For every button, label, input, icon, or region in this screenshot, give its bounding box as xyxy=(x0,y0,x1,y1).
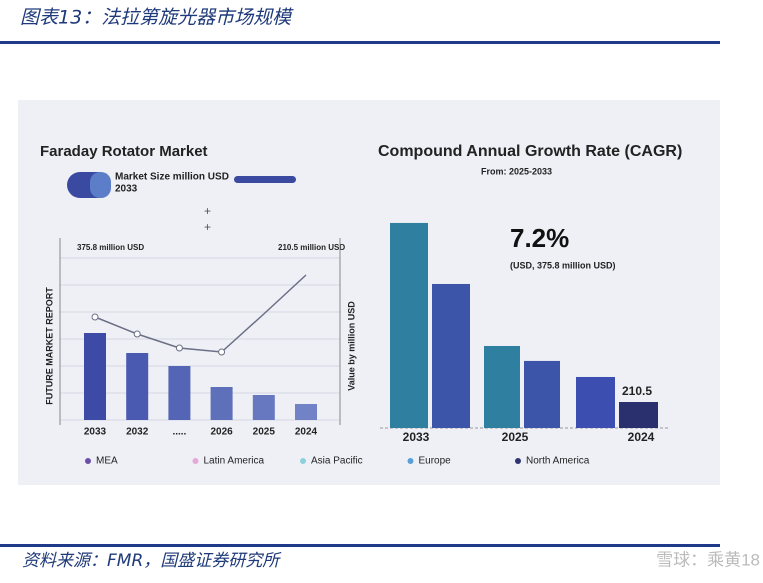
bar xyxy=(168,366,191,420)
pill xyxy=(234,176,296,183)
highlight: 7.2% xyxy=(510,223,569,253)
line xyxy=(94,274,307,353)
legend-swatch xyxy=(300,458,306,464)
legend-swatch xyxy=(85,458,91,464)
bar xyxy=(619,402,658,428)
x-tick-label: 2025 xyxy=(253,427,276,438)
x-tick-label: ..... xyxy=(172,427,186,438)
bar xyxy=(524,360,560,428)
right-subtitle: From: 2025-2033 xyxy=(481,166,552,176)
legend-label: MEA xyxy=(96,456,118,467)
x-tick-label: 2024 xyxy=(628,430,655,444)
bar xyxy=(126,353,149,420)
legend-swatch xyxy=(407,458,414,464)
icon: + xyxy=(204,220,211,234)
header-rule xyxy=(0,41,720,44)
left-subtitle: Market Size million USD xyxy=(115,172,229,183)
legend-label: North America xyxy=(526,456,590,467)
y2-axis-label: Value by million USD xyxy=(346,301,356,391)
legend-label: Asia Pacific xyxy=(311,456,363,467)
right-title: Compound Annual Growth Rate (CAGR) xyxy=(378,143,682,160)
bar xyxy=(210,387,233,420)
watermark: 雪球：乘黄18 xyxy=(656,550,760,569)
x-tick-label: 2026 xyxy=(210,427,233,438)
legend-swatch xyxy=(515,458,521,464)
x-tick-label: 2024 xyxy=(295,427,318,438)
footer-rule xyxy=(0,544,720,547)
x-tick-label: 2033 xyxy=(403,430,430,444)
y-axis-label: FUTURE MARKET REPORT xyxy=(44,287,54,405)
legend-swatch xyxy=(192,458,199,464)
line-point xyxy=(175,344,183,352)
x-tick-label: 2033 xyxy=(84,427,107,438)
bar xyxy=(252,395,275,420)
footer-source: 资料来源：FMR，国盛证券研究所 xyxy=(22,551,282,571)
bar xyxy=(390,222,428,428)
header-title: 图表13：法拉第旋光器市场规模 xyxy=(20,7,294,29)
left-title: Faraday Rotator Market xyxy=(40,143,208,160)
bar xyxy=(484,345,520,428)
bar xyxy=(576,376,615,428)
left-subtitle-year: 2033 xyxy=(115,184,138,195)
annotation: 375.8 million USD xyxy=(77,243,144,252)
highlight-note: (USD, 375.8 million USD) xyxy=(510,260,616,270)
line-point xyxy=(218,348,226,356)
pill xyxy=(90,172,111,198)
bar xyxy=(432,283,470,428)
bar xyxy=(84,333,106,420)
line-point xyxy=(91,313,99,321)
bar xyxy=(295,404,317,420)
value-label: 210.5 xyxy=(622,384,652,398)
x-tick-label: 2025 xyxy=(502,430,529,444)
line-point xyxy=(133,330,141,338)
icon: + xyxy=(204,204,211,218)
x-tick-label: 2032 xyxy=(126,427,149,438)
legend-label: Europe xyxy=(419,456,452,467)
legend-label: Latin America xyxy=(204,456,265,467)
annotation: 210.5 million USD xyxy=(278,243,345,252)
